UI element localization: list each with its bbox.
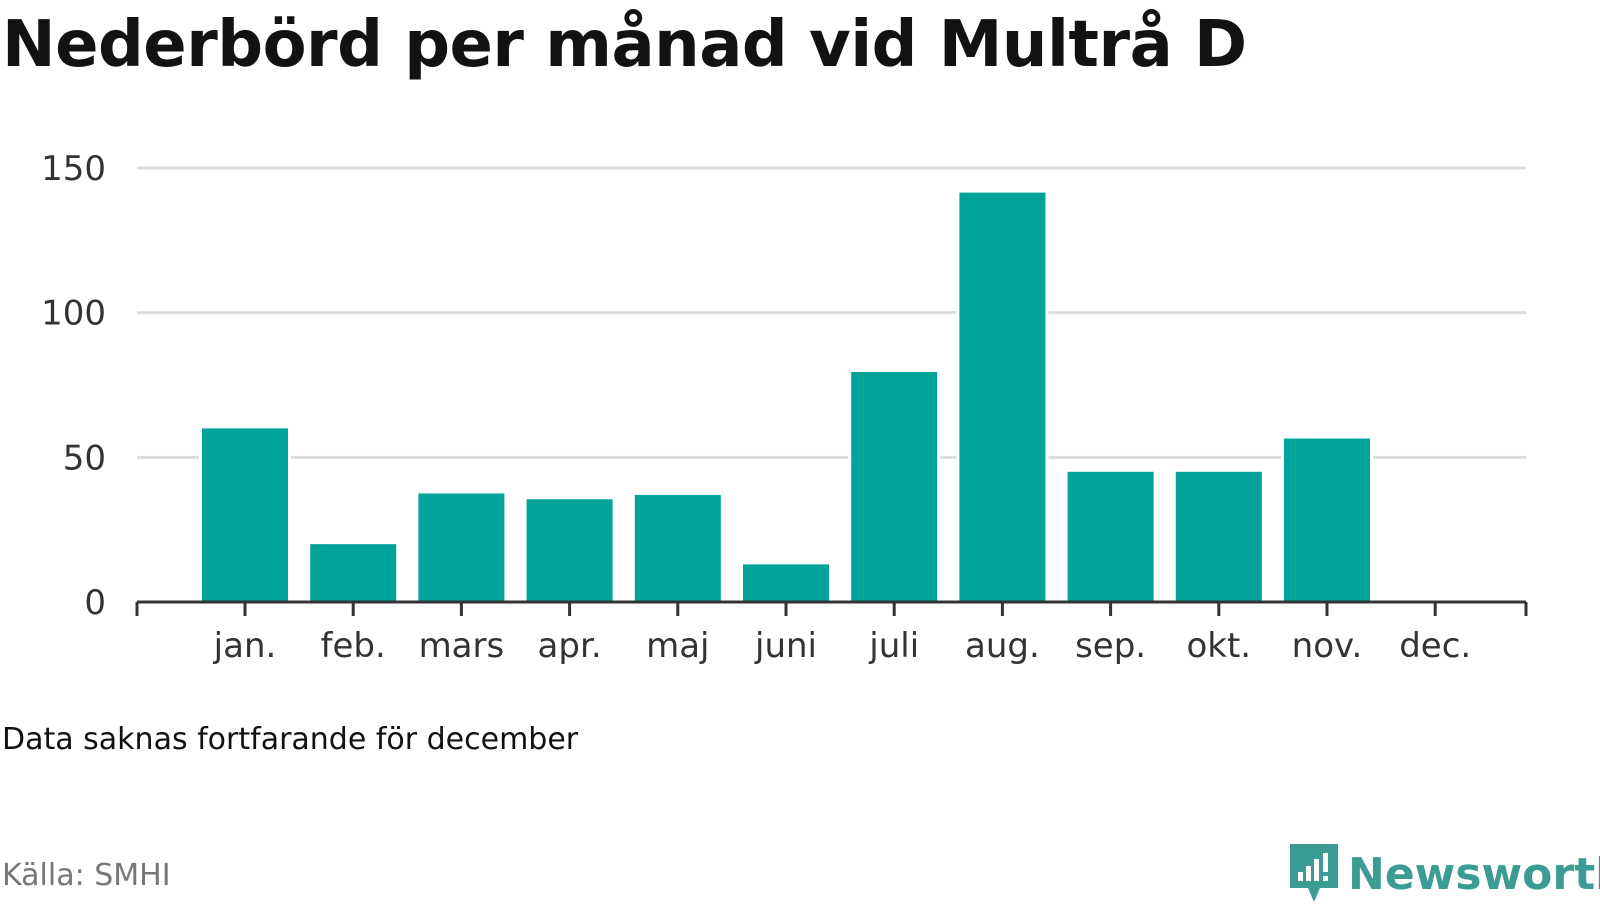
x-tick-label-4: maj bbox=[646, 626, 709, 666]
bar-3 bbox=[523, 496, 616, 605]
x-axis-ticks: jan. feb. mars apr. maj juni juli aug. sep. okt. n… bbox=[135, 602, 1528, 666]
brand-name: Newsworthy bbox=[1348, 848, 1600, 900]
bar-10 bbox=[1281, 435, 1373, 605]
bar-1 bbox=[307, 541, 400, 606]
y-tick-label-0: 0 bbox=[84, 583, 106, 623]
x-tick-label-6: juli bbox=[868, 626, 919, 666]
bar-9 bbox=[1172, 468, 1265, 605]
x-tick-label-5: juni bbox=[754, 626, 817, 666]
y-tick-label-150: 150 bbox=[41, 149, 106, 189]
bar-5 bbox=[740, 561, 832, 605]
bar-0 bbox=[199, 425, 291, 605]
source-label: Källa: SMHI bbox=[2, 858, 171, 893]
bar-4 bbox=[631, 491, 724, 605]
bar-7 bbox=[956, 189, 1049, 606]
bar-6 bbox=[848, 368, 941, 606]
y-tick-label-100: 100 bbox=[41, 294, 106, 334]
x-tick-label-10: nov. bbox=[1292, 626, 1363, 666]
y-tick-label-50: 50 bbox=[63, 438, 106, 478]
bar-2 bbox=[415, 490, 508, 605]
footnote: Data saknas fortfarande för december bbox=[2, 722, 579, 757]
x-tick-label-7: aug. bbox=[965, 626, 1040, 666]
x-tick-label-8: sep. bbox=[1075, 626, 1146, 666]
x-tick-label-2: mars bbox=[419, 626, 505, 666]
gridlines bbox=[137, 166, 1526, 459]
y-axis-tick-labels: 0 50 100 150 bbox=[41, 149, 106, 623]
x-tick-label-11: dec. bbox=[1399, 626, 1471, 666]
chart-title: Nederbörd per månad vid Multrå D bbox=[2, 8, 1247, 82]
newsworthy-logo-icon bbox=[1290, 844, 1338, 902]
x-tick-label-3: apr. bbox=[538, 626, 602, 666]
x-tick-label-9: okt. bbox=[1186, 626, 1251, 666]
bar-8 bbox=[1064, 468, 1157, 605]
x-tick-label-0: jan. bbox=[213, 626, 277, 666]
bars bbox=[199, 189, 1373, 606]
newsworthy-logo[interactable]: Newsworthy bbox=[1290, 842, 1600, 906]
x-tick-label-1: feb. bbox=[321, 626, 386, 666]
